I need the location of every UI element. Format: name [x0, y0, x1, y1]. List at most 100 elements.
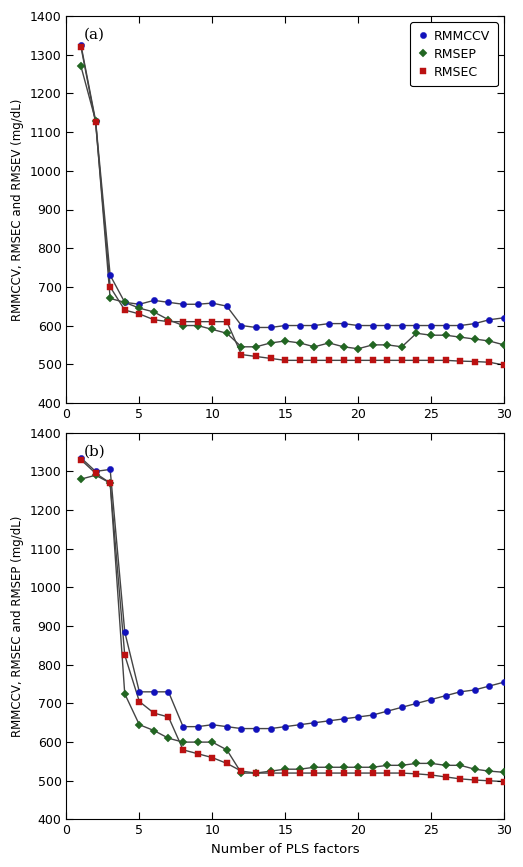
RMMCCV — [151, 295, 157, 305]
RMMCCV — [501, 313, 507, 323]
RMSEC — [442, 772, 449, 782]
RMSEP — [122, 297, 128, 308]
RMMCCV — [209, 298, 215, 309]
RMSEC — [78, 42, 84, 52]
RMSEC — [136, 696, 142, 707]
RMMCCV — [370, 710, 376, 720]
RMMCCV — [399, 320, 405, 330]
RMMCCV — [107, 270, 113, 280]
RMSEC — [311, 355, 317, 366]
RMSEC — [136, 309, 142, 319]
RMSEC — [151, 708, 157, 719]
RMMCCV — [151, 687, 157, 697]
RMMCCV — [326, 715, 332, 726]
RMSEP — [355, 762, 361, 772]
RMSEP — [209, 737, 215, 747]
RMMCCV — [355, 712, 361, 722]
RMMCCV — [107, 464, 113, 474]
RMSEC — [399, 768, 405, 779]
RMSEP — [195, 737, 201, 747]
RMMCCV — [238, 723, 245, 733]
RMMCCV — [93, 115, 99, 126]
RMSEP — [78, 62, 84, 72]
RMMCCV — [122, 627, 128, 637]
RMSEP — [413, 758, 419, 768]
RMSEC — [501, 360, 507, 370]
RMSEP — [384, 340, 390, 350]
RMSEP — [107, 293, 113, 303]
RMMCCV — [78, 40, 84, 50]
RMSEC — [282, 768, 288, 779]
RMMCCV — [326, 318, 332, 329]
RMSEP — [501, 340, 507, 350]
RMSEP — [224, 745, 230, 755]
RMSEC — [267, 353, 274, 363]
RMSEC — [282, 355, 288, 366]
RMSEC — [93, 117, 99, 127]
RMSEC — [472, 775, 478, 786]
RMSEC — [195, 316, 201, 327]
RMMCCV — [457, 687, 463, 697]
RMSEC — [311, 768, 317, 779]
RMSEC — [297, 355, 303, 366]
RMSEP — [209, 324, 215, 335]
RMMCCV — [370, 320, 376, 330]
Line: RMSEP: RMSEP — [78, 63, 507, 352]
RMMCCV — [472, 685, 478, 695]
RMSEC — [340, 768, 347, 779]
RMMCCV — [472, 318, 478, 329]
RMMCCV — [267, 323, 274, 333]
RMMCCV — [399, 702, 405, 713]
RMMCCV — [340, 714, 347, 724]
RMSEC — [122, 305, 128, 316]
RMSEP — [370, 340, 376, 350]
RMMCCV — [413, 320, 419, 330]
Legend: RMMCCV, RMSEP, RMSEC: RMMCCV, RMSEP, RMSEC — [410, 23, 498, 87]
RMSEP — [457, 760, 463, 771]
RMSEC — [457, 356, 463, 367]
RMSEC — [370, 768, 376, 779]
X-axis label: Number of PLS factors: Number of PLS factors — [211, 843, 359, 856]
RMSEP — [326, 762, 332, 772]
RMMCCV — [238, 320, 245, 330]
RMSEP — [282, 336, 288, 346]
RMSEP — [267, 766, 274, 776]
RMSEP — [311, 342, 317, 352]
RMSEP — [122, 688, 128, 699]
RMSEP — [297, 338, 303, 349]
RMMCCV — [428, 320, 434, 330]
RMSEP — [107, 478, 113, 488]
RMSEC — [253, 768, 259, 779]
Line: RMSEC: RMSEC — [78, 457, 507, 785]
RMMCCV — [180, 299, 186, 310]
RMSEC — [195, 748, 201, 759]
RMSEC — [209, 316, 215, 327]
RMMCCV — [311, 320, 317, 330]
RMMCCV — [413, 698, 419, 708]
Line: RMMCCV: RMMCCV — [78, 42, 507, 330]
RMSEC — [326, 768, 332, 779]
Y-axis label: RMMCCV, RMSEC and RMSEV (mg/dL): RMMCCV, RMSEC and RMSEV (mg/dL) — [11, 98, 24, 321]
RMSEP — [224, 328, 230, 338]
RMMCCV — [136, 687, 142, 697]
Line: RMSEC: RMSEC — [78, 44, 507, 368]
RMMCCV — [224, 721, 230, 732]
RMSEC — [355, 355, 361, 366]
RMSEP — [486, 766, 493, 776]
RMSEC — [486, 357, 493, 368]
RMMCCV — [340, 318, 347, 329]
RMSEP — [297, 764, 303, 774]
RMSEP — [180, 320, 186, 330]
RMMCCV — [180, 721, 186, 732]
RMSEC — [180, 316, 186, 327]
RMSEP — [486, 336, 493, 346]
RMSEP — [136, 303, 142, 313]
RMSEP — [501, 767, 507, 778]
RMSEC — [297, 768, 303, 779]
RMSEP — [165, 315, 172, 325]
RMMCCV — [297, 320, 303, 330]
RMSEP — [151, 307, 157, 317]
RMSEC — [165, 712, 172, 722]
RMSEP — [238, 768, 245, 779]
RMMCCV — [195, 721, 201, 732]
